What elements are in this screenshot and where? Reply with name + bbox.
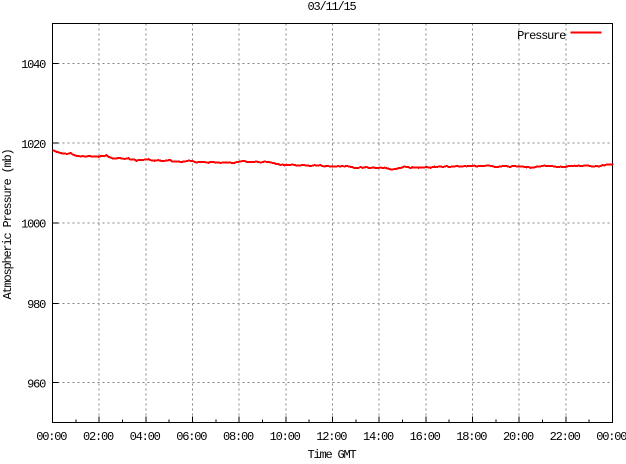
svg-text:14:00: 14:00 [363, 430, 394, 444]
svg-text:04:00: 04:00 [130, 430, 161, 444]
svg-text:03/11/15: 03/11/15 [307, 0, 356, 14]
svg-text:18:00: 18:00 [456, 430, 487, 444]
svg-text:960: 960 [27, 377, 46, 391]
svg-text:22:00: 22:00 [550, 430, 581, 444]
svg-text:1000: 1000 [21, 218, 46, 232]
svg-text:00:00: 00:00 [596, 430, 626, 444]
svg-text:1020: 1020 [21, 138, 46, 152]
svg-text:12:00: 12:00 [316, 430, 347, 444]
svg-text:20:00: 20:00 [503, 430, 534, 444]
svg-text:02:00: 02:00 [83, 430, 114, 444]
svg-text:980: 980 [27, 298, 46, 312]
svg-text:Atmospheric Pressure (mb): Atmospheric Pressure (mb) [1, 149, 15, 299]
svg-text:06:00: 06:00 [176, 430, 207, 444]
svg-text:Pressure: Pressure [517, 29, 566, 43]
svg-text:16:00: 16:00 [410, 430, 441, 444]
svg-text:1040: 1040 [21, 58, 46, 72]
svg-text:Time GMT: Time GMT [307, 448, 356, 459]
svg-text:00:00: 00:00 [36, 430, 67, 444]
svg-text:10:00: 10:00 [270, 430, 301, 444]
svg-text:08:00: 08:00 [223, 430, 254, 444]
